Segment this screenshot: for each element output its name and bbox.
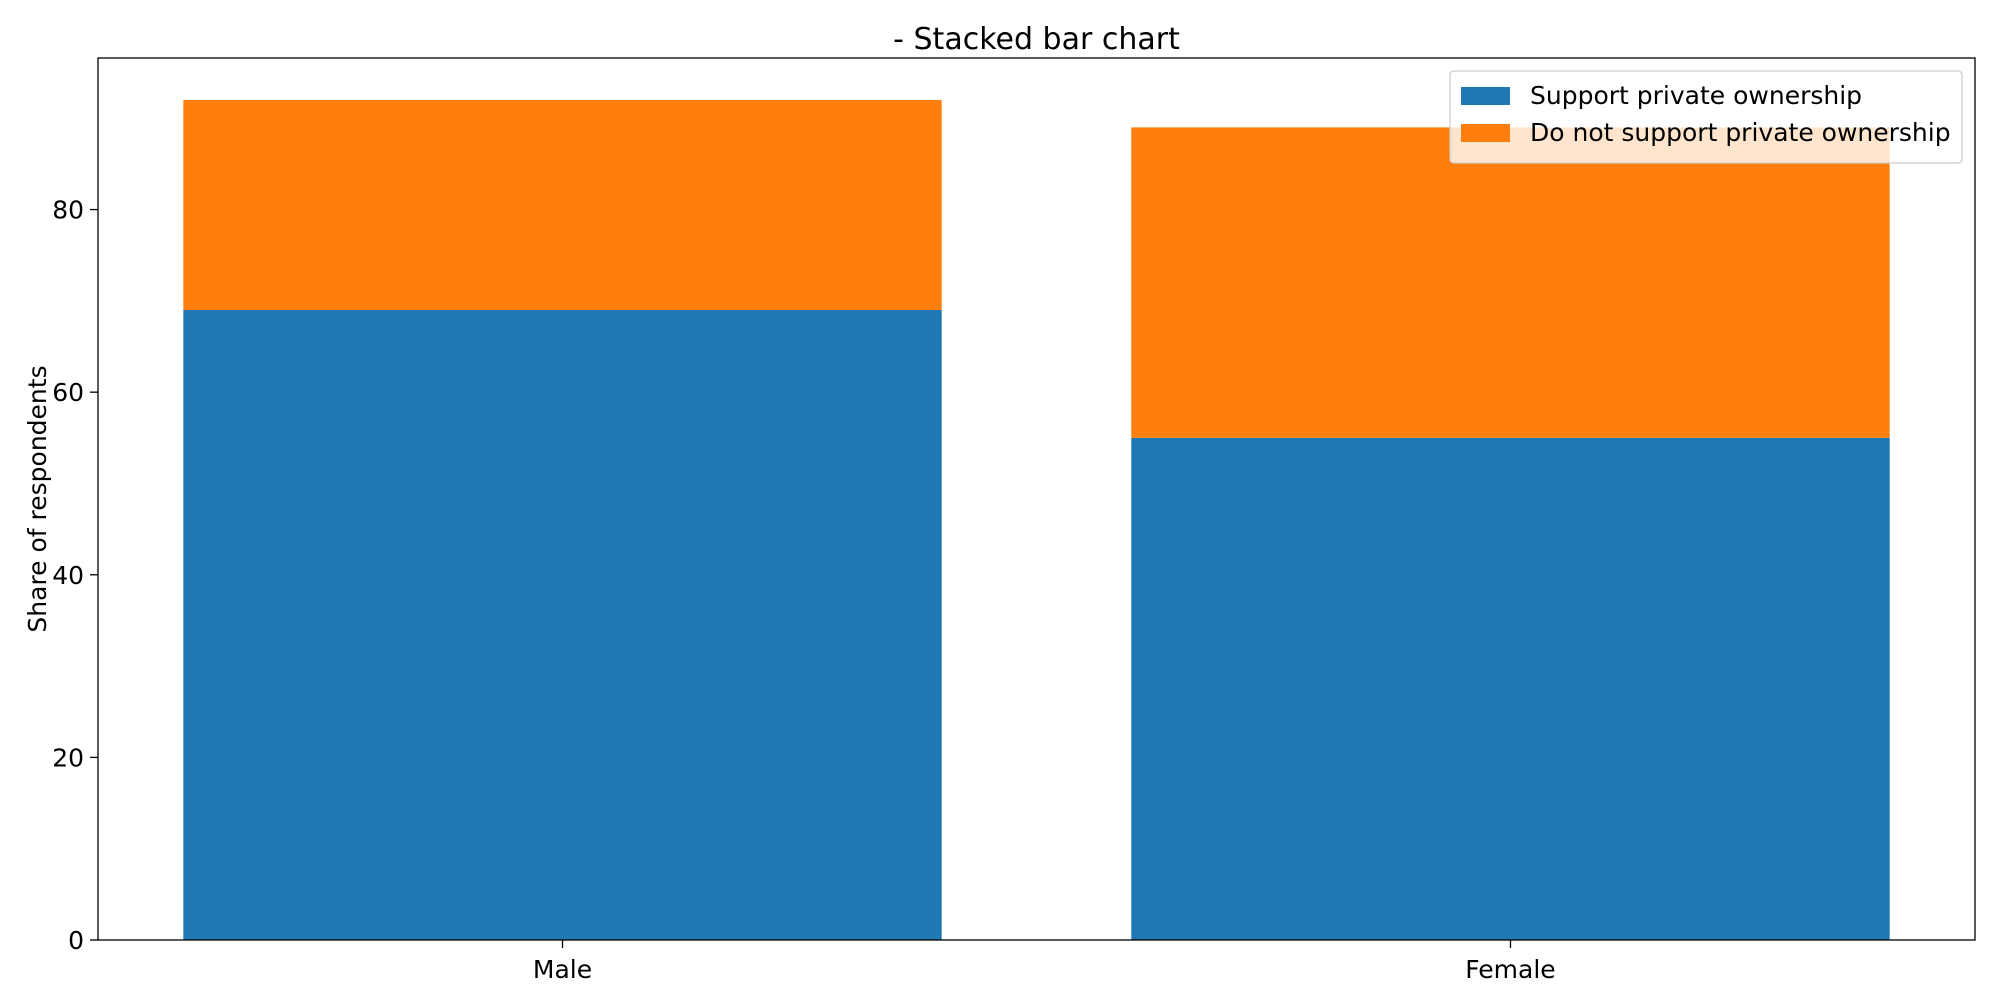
- bar-male-series-2: [183, 100, 942, 310]
- y-tick-label: 80: [52, 196, 84, 225]
- bar-male-series-1: [183, 310, 942, 940]
- bar-female-series-2: [1131, 127, 1890, 438]
- y-tick-label: 20: [52, 743, 84, 772]
- legend-label: Do not support private ownership: [1530, 118, 1951, 147]
- bar-female-series-1: [1131, 437, 1890, 940]
- plot-area-frame: [97, 57, 1976, 941]
- legend: Support private ownership Do not support …: [1449, 70, 1963, 164]
- legend-label: Support private ownership: [1530, 81, 1862, 110]
- y-axis: 0 20 40 60 80: [52, 196, 98, 955]
- legend-swatch: [1461, 124, 1510, 142]
- x-axis: Male Female: [533, 940, 1556, 984]
- y-tick-label: 0: [68, 926, 84, 955]
- bars-layer: [183, 100, 1890, 940]
- y-tick-label: 60: [52, 378, 84, 407]
- legend-items: Support private ownership Do not support …: [1461, 81, 1951, 147]
- chart-title: - Stacked bar chart: [893, 22, 1180, 57]
- x-tick-label: Female: [1465, 955, 1555, 984]
- legend-box: [1449, 70, 1963, 164]
- y-tick-label: 40: [52, 561, 84, 590]
- legend-swatch: [1461, 87, 1510, 105]
- y-axis-label: Share of respondents: [23, 365, 52, 632]
- x-tick-label: Male: [533, 955, 592, 984]
